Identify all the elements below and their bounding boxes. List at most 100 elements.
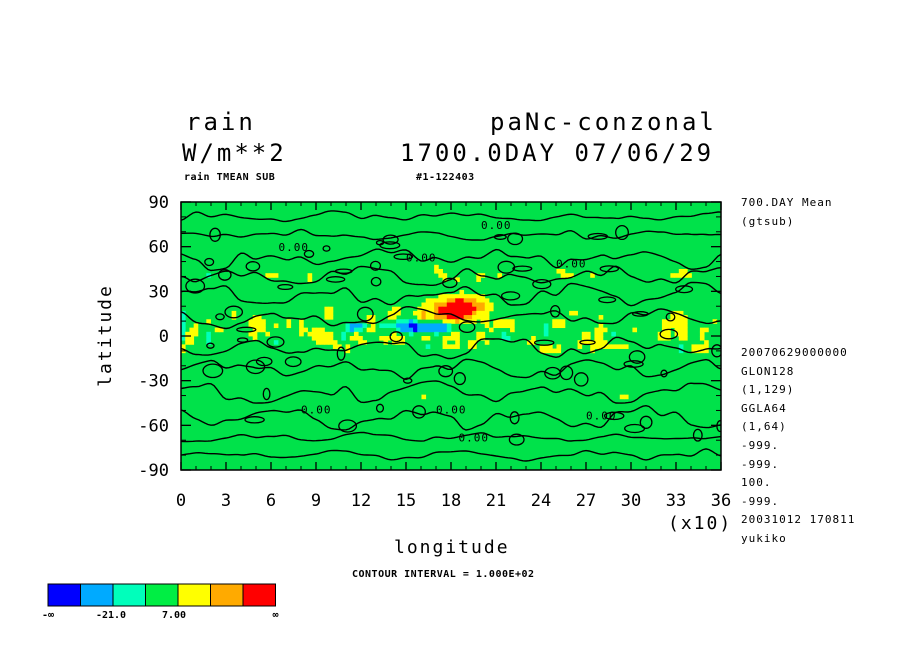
meta-line: GGLA64 (741, 401, 787, 415)
colorbar-label: -21.0 (96, 610, 126, 621)
field-cell (299, 319, 304, 324)
contour-line (181, 448, 721, 462)
field-cell (459, 294, 465, 299)
field-cell (472, 306, 477, 312)
field-cell (421, 302, 427, 308)
contour-loop (442, 277, 458, 289)
field-cell (678, 315, 684, 320)
field-cell (438, 315, 443, 320)
field-cell (472, 315, 477, 320)
contour-loop (438, 365, 454, 378)
field-cell (438, 273, 443, 278)
field-cell (480, 294, 486, 299)
field-cell (181, 315, 186, 320)
field-cell (307, 331, 313, 337)
contour-loop (244, 416, 265, 424)
field-cell (408, 319, 414, 324)
field-cell (446, 336, 452, 341)
x-tick-label: 9 (311, 491, 321, 511)
field-cell (476, 302, 481, 308)
x-tick-label: 15 (396, 491, 416, 511)
x-tick-label: 18 (441, 491, 461, 511)
field-cell (438, 298, 443, 303)
contour-value-label: 0.00 (459, 432, 490, 445)
field-cell (341, 331, 346, 337)
field-cell (252, 319, 258, 324)
field-cell (548, 348, 553, 354)
field-cell (476, 298, 481, 303)
field-cell (391, 331, 397, 337)
field-cell (252, 331, 258, 337)
contour-lines (181, 210, 721, 462)
field-cell (446, 319, 452, 324)
field-cell (497, 273, 503, 278)
field-cell (510, 319, 515, 324)
field-cell (189, 327, 195, 333)
field-cell (181, 331, 186, 337)
field-cell (459, 302, 465, 308)
field-cell (438, 310, 443, 316)
contour-loop (603, 411, 625, 421)
contour-loop (217, 268, 232, 281)
field-cell (455, 336, 460, 341)
field-cell (206, 331, 211, 337)
field-cell (674, 315, 680, 320)
meta-line: -999. (741, 457, 780, 471)
field-cell (556, 344, 562, 349)
field-cell (704, 348, 709, 354)
meta-line: 20031012 170811 (741, 513, 856, 527)
field-cell (543, 348, 549, 354)
field-cell (438, 302, 443, 308)
field-cell (480, 336, 486, 341)
field-cell (328, 306, 334, 312)
field-cell (598, 315, 604, 320)
field-cell (366, 315, 372, 320)
field-cell (472, 302, 477, 308)
field-cell (493, 319, 498, 324)
y-tick-label: 60 (149, 238, 169, 258)
x-tick-label: 36 (711, 491, 731, 511)
field-cell (670, 273, 675, 278)
y-tick-label: 0 (159, 327, 169, 347)
field-cell (316, 340, 321, 345)
field-cell (455, 319, 460, 324)
field-cell (451, 306, 456, 312)
field-cell (674, 327, 680, 333)
contour-loop (224, 305, 244, 319)
field-cell (543, 327, 549, 333)
contour-loop (389, 331, 403, 343)
field-cell (598, 331, 604, 337)
field-cell (328, 315, 334, 320)
contour-loop (336, 346, 346, 361)
contour-loop (639, 415, 653, 429)
contour-labels: 0.00 0.00 0.00 0.00 0.00 0.00 0.00 0.00 (279, 219, 616, 445)
field-cell (590, 348, 595, 354)
field-cell (683, 269, 688, 274)
field-cell (273, 273, 279, 278)
field-cell (417, 327, 422, 333)
field-cell (206, 340, 211, 345)
field-cell (387, 310, 393, 316)
contour-line (181, 281, 721, 307)
contour-loop (393, 253, 414, 261)
contour-value-label: 0.00 (481, 219, 512, 232)
field-cell (299, 331, 304, 337)
field-cell (480, 310, 486, 316)
field-cell (455, 306, 460, 312)
field-cell (387, 315, 393, 320)
field-cell (510, 323, 515, 329)
field-cell (598, 323, 604, 329)
field-cell (438, 269, 443, 274)
field-cell (484, 310, 490, 316)
field-cell (413, 323, 418, 329)
field-cell (493, 323, 498, 329)
contour-loop (716, 420, 721, 433)
field-cell (193, 331, 199, 337)
colorbar-swatch (145, 583, 179, 607)
contour-loop (628, 350, 646, 364)
contour-loop (660, 369, 668, 378)
contour-loop (262, 387, 271, 401)
field-cell (269, 273, 275, 278)
field-cell (446, 323, 452, 329)
field-cell (446, 302, 452, 308)
